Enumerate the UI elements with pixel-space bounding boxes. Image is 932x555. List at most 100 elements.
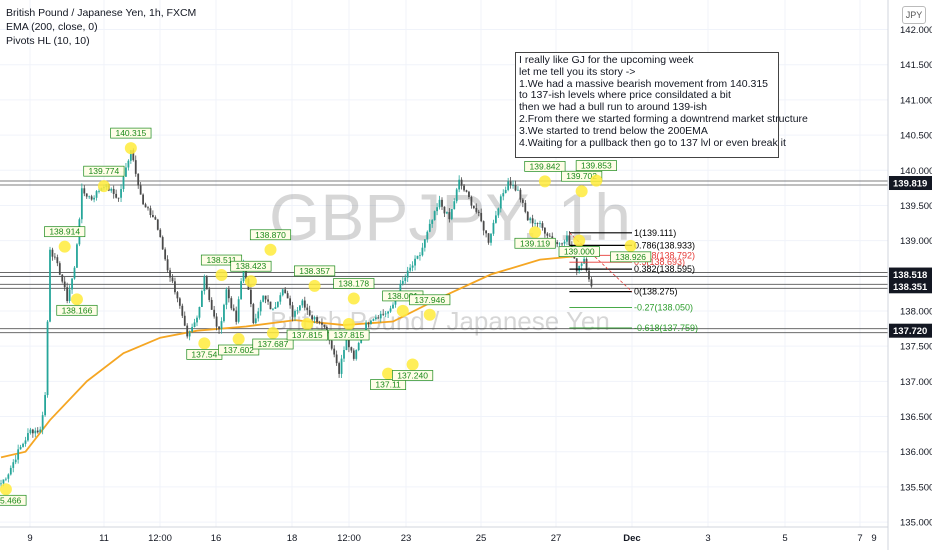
pivot-label-box bbox=[370, 379, 407, 390]
candle-body bbox=[149, 208, 152, 216]
candle-body bbox=[507, 181, 510, 190]
pivot-label: 140.315 bbox=[115, 128, 146, 138]
candle-body bbox=[152, 215, 154, 218]
pivot-label-box bbox=[252, 338, 294, 350]
candle-body bbox=[529, 218, 532, 221]
candle-body bbox=[374, 317, 377, 320]
candle-body bbox=[389, 308, 392, 312]
candle-body bbox=[416, 255, 419, 259]
candle-body bbox=[147, 207, 149, 209]
symbol-title[interactable]: British Pound / Japanese Yen, 1h, FXCM bbox=[6, 7, 197, 19]
pivot-label: 139.853 bbox=[581, 161, 612, 171]
candle-body bbox=[117, 197, 120, 199]
candle-body bbox=[110, 188, 113, 191]
candle-body bbox=[240, 281, 242, 300]
candle-body bbox=[174, 281, 176, 293]
candle-body bbox=[159, 229, 162, 238]
candle-body bbox=[58, 263, 61, 275]
candle-body bbox=[169, 270, 171, 278]
candle-body bbox=[517, 189, 519, 191]
candle-body bbox=[463, 185, 465, 191]
story-note[interactable]: I really like GJ for the upcoming week l… bbox=[515, 52, 808, 158]
pivot-label: 139.774 bbox=[89, 166, 120, 176]
candle-body bbox=[90, 196, 93, 200]
candle-body bbox=[171, 277, 174, 282]
candle-body bbox=[306, 307, 309, 311]
candle-body bbox=[585, 258, 588, 271]
candle-body bbox=[71, 278, 73, 290]
candle-body bbox=[237, 299, 240, 322]
candle-body bbox=[279, 295, 282, 302]
candle-body bbox=[31, 429, 34, 434]
candle-body bbox=[9, 467, 12, 475]
candle-body bbox=[499, 196, 502, 209]
x-tick-label: 23 bbox=[401, 533, 412, 544]
candle-body bbox=[166, 259, 169, 271]
pivot-highlight bbox=[573, 234, 586, 247]
fib-level-label: 0.618(138.792) bbox=[634, 250, 695, 260]
candle-body bbox=[22, 443, 24, 447]
candle-body bbox=[335, 354, 338, 364]
x-tick-label: Dec bbox=[623, 533, 640, 544]
currency-badge[interactable]: JPY bbox=[902, 6, 926, 24]
x-tick-label: 18 bbox=[287, 533, 298, 544]
candle-body bbox=[24, 440, 27, 444]
candle-body bbox=[477, 211, 480, 213]
pivot-label: 139.842 bbox=[530, 161, 561, 171]
pivot-labels: 140.315 139.774 138.914 138.166 135.466 138.8… bbox=[0, 127, 652, 506]
pivot-highlight bbox=[244, 275, 257, 288]
horizontal-levels bbox=[0, 180, 888, 334]
candle-body bbox=[355, 349, 358, 359]
candle-body bbox=[56, 257, 59, 264]
price-badge-label: 139.819 bbox=[893, 179, 927, 190]
candle-body bbox=[524, 202, 527, 212]
candle-body bbox=[340, 358, 343, 374]
candle-body bbox=[296, 310, 299, 312]
x-tick-label: 9 bbox=[871, 533, 876, 544]
candle-body bbox=[446, 212, 448, 214]
price-badge-bg bbox=[889, 323, 932, 338]
indicator-pivots-label[interactable]: Pivots HL (10, 10) bbox=[6, 35, 90, 47]
candle-body bbox=[220, 321, 223, 330]
candle-body bbox=[419, 255, 421, 257]
candle-body bbox=[232, 308, 235, 311]
candle-body bbox=[345, 337, 348, 350]
candle-body bbox=[556, 242, 559, 245]
candle-body bbox=[370, 320, 372, 325]
note-line: let me tell you its story -> bbox=[519, 65, 636, 78]
candle-body bbox=[54, 256, 56, 258]
candle-body bbox=[34, 430, 37, 434]
pivot-label: 137.815 bbox=[334, 330, 365, 340]
fib-retracement[interactable]: 1(139.111)0.786(138.933)0.618(138.792)0.… bbox=[569, 228, 698, 333]
pivot-highlight bbox=[382, 367, 395, 380]
pivot-highlight bbox=[538, 175, 551, 188]
candle-body bbox=[267, 299, 269, 302]
pivot-label-box bbox=[328, 329, 370, 341]
candle-body bbox=[269, 301, 272, 310]
candle-body bbox=[276, 301, 279, 307]
candle-body bbox=[284, 289, 287, 294]
note-line: 4.Waiting for a pullback then go to 137 … bbox=[519, 136, 786, 149]
candle-body bbox=[470, 197, 473, 206]
candle-body bbox=[475, 208, 478, 212]
pivot-highlight bbox=[406, 358, 419, 371]
candle-body bbox=[372, 319, 375, 321]
candle-body bbox=[129, 150, 132, 161]
pivot-label-box bbox=[561, 170, 603, 182]
pivot-highlight bbox=[308, 279, 321, 292]
candle-body bbox=[88, 196, 91, 198]
candle-body bbox=[51, 249, 54, 257]
candle-body bbox=[308, 310, 311, 316]
candle-body bbox=[76, 244, 78, 268]
y-tick-label: 136.000 bbox=[900, 447, 932, 458]
note-line: 3.We started to trend below the 200EMA bbox=[519, 124, 708, 137]
candle-body bbox=[289, 298, 291, 306]
indicator-ema-label[interactable]: EMA (200, close, 0) bbox=[6, 21, 98, 33]
candle-body bbox=[455, 189, 458, 202]
candle-body bbox=[512, 185, 514, 186]
candle-body bbox=[472, 205, 475, 209]
pivot-label: 138.166 bbox=[62, 305, 93, 315]
